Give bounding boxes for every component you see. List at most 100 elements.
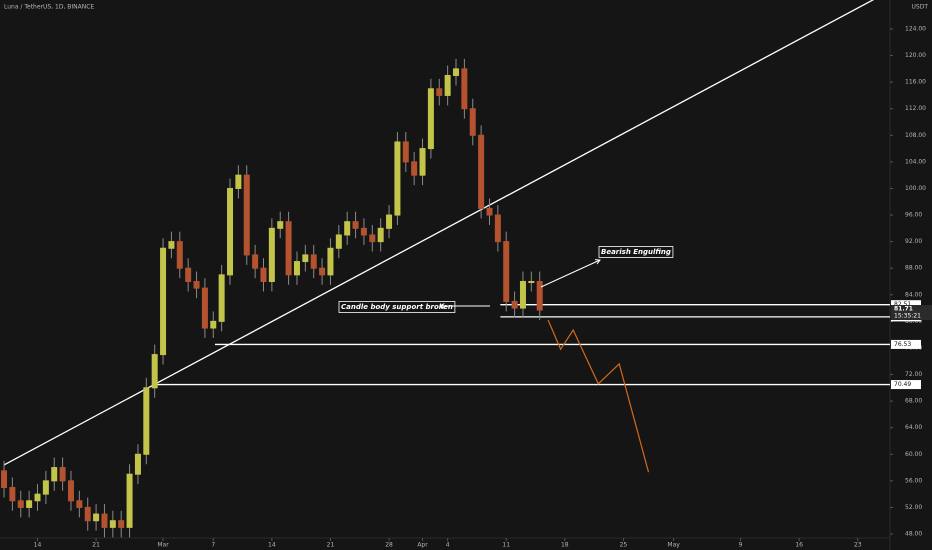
candle-body <box>126 473 133 528</box>
candle-body <box>402 141 409 163</box>
trendline <box>3 0 875 466</box>
candle-body <box>252 254 259 269</box>
y-tick-label: 120.00 <box>905 52 926 59</box>
candle-body <box>436 88 443 96</box>
arrow <box>540 259 601 288</box>
x-tick-label: 21 <box>92 542 100 549</box>
y-tick-label: 56.00 <box>905 477 922 484</box>
y-tick-label: 104.00 <box>905 158 926 165</box>
candle-body <box>427 88 434 150</box>
candle-body <box>377 227 384 243</box>
candle-body <box>59 467 66 482</box>
x-tick-label: 9 <box>739 542 743 549</box>
candle-body <box>327 247 334 276</box>
y-tick-label: 68.00 <box>905 398 922 405</box>
candle-body <box>34 493 41 502</box>
x-tick-label: 25 <box>620 542 628 549</box>
x-tick-label: 21 <box>327 542 335 549</box>
candle-body <box>143 387 150 455</box>
x-tick-label: 4 <box>446 542 450 549</box>
candle-body <box>118 520 125 528</box>
x-tick-label: May <box>667 542 680 549</box>
y-tick-label: 84.00 <box>905 291 922 298</box>
candle-body <box>394 141 401 216</box>
candle-body <box>218 274 225 322</box>
candle-body <box>369 234 376 243</box>
price-tag-label: 81.71 <box>894 306 913 313</box>
projection <box>547 319 650 473</box>
annotation-box <box>598 246 674 258</box>
candle-body <box>227 187 234 276</box>
candle-body <box>243 174 250 256</box>
candle-body <box>235 174 242 189</box>
level-tag-label: 70.49 <box>894 381 911 388</box>
x-tick-label: 14 <box>34 542 42 549</box>
candle-body <box>51 467 58 482</box>
candle-body <box>411 161 418 176</box>
y-tick-label: 112.00 <box>905 105 926 112</box>
candle-body <box>185 267 192 282</box>
candle-body <box>268 227 275 282</box>
x-tick-label: 11 <box>502 542 510 549</box>
candle-body <box>386 214 393 229</box>
x-tick-label: 28 <box>385 542 393 549</box>
y-tick-label: 108.00 <box>905 132 926 139</box>
candle-body <box>352 221 359 229</box>
candle-body <box>344 221 351 236</box>
candle-body <box>67 480 74 502</box>
price-tag <box>891 305 932 321</box>
candle-body <box>1 470 8 488</box>
chart-title: Luna / TetherUS, 1D, BINANCE <box>4 4 94 11</box>
countdown: 15:35:21 <box>894 313 921 320</box>
y-tick-label: 92.00 <box>905 238 922 245</box>
y-tick-label: 100.00 <box>905 185 926 192</box>
candle-body <box>494 214 501 243</box>
level-tag <box>891 300 921 310</box>
candle-body <box>335 234 342 249</box>
candle-body <box>101 513 108 528</box>
y-tick-label: 88.00 <box>905 265 922 272</box>
candle-body <box>176 241 183 269</box>
candle-body <box>109 520 116 528</box>
candle-body <box>76 500 83 508</box>
candle-body <box>260 267 267 282</box>
candle-body <box>26 500 33 508</box>
candle-body <box>168 241 175 249</box>
level-tag <box>891 380 921 390</box>
level-tag-label: 82.51 <box>894 301 911 308</box>
candle-body <box>160 247 167 356</box>
currency: USDT <box>912 4 929 11</box>
candle-body <box>93 513 100 522</box>
annotation: Bearish Engulfing <box>601 248 671 256</box>
y-tick-label: 116.00 <box>905 79 926 86</box>
candle-body <box>444 74 451 96</box>
arrow-head <box>594 259 601 265</box>
x-tick-label: 16 <box>795 542 803 549</box>
y-tick-label: 96.00 <box>905 212 922 219</box>
candle-body <box>293 261 300 276</box>
candle-body <box>84 506 91 522</box>
candle-body <box>210 320 217 329</box>
candle-body <box>17 500 24 508</box>
annotation-box <box>338 301 456 313</box>
x-tick-label: 23 <box>854 542 862 549</box>
annotation: Candle body support broken <box>341 303 453 311</box>
y-tick-label: 60.00 <box>905 451 922 458</box>
candle-body <box>42 480 49 495</box>
candle-body <box>193 280 200 289</box>
candle-body <box>419 148 426 176</box>
arrow-head <box>438 303 445 309</box>
candle-body <box>486 207 493 216</box>
x-tick-label: 18 <box>561 542 569 549</box>
candle-body <box>453 68 460 76</box>
candle-body <box>528 280 535 283</box>
x-tick-label: Apr <box>417 542 428 549</box>
y-tick-label: 72.00 <box>905 371 922 378</box>
candle-body <box>536 280 543 311</box>
level-tag <box>891 339 921 349</box>
candle-body <box>201 287 208 329</box>
candle-body <box>277 221 284 229</box>
candle-body <box>319 267 326 276</box>
